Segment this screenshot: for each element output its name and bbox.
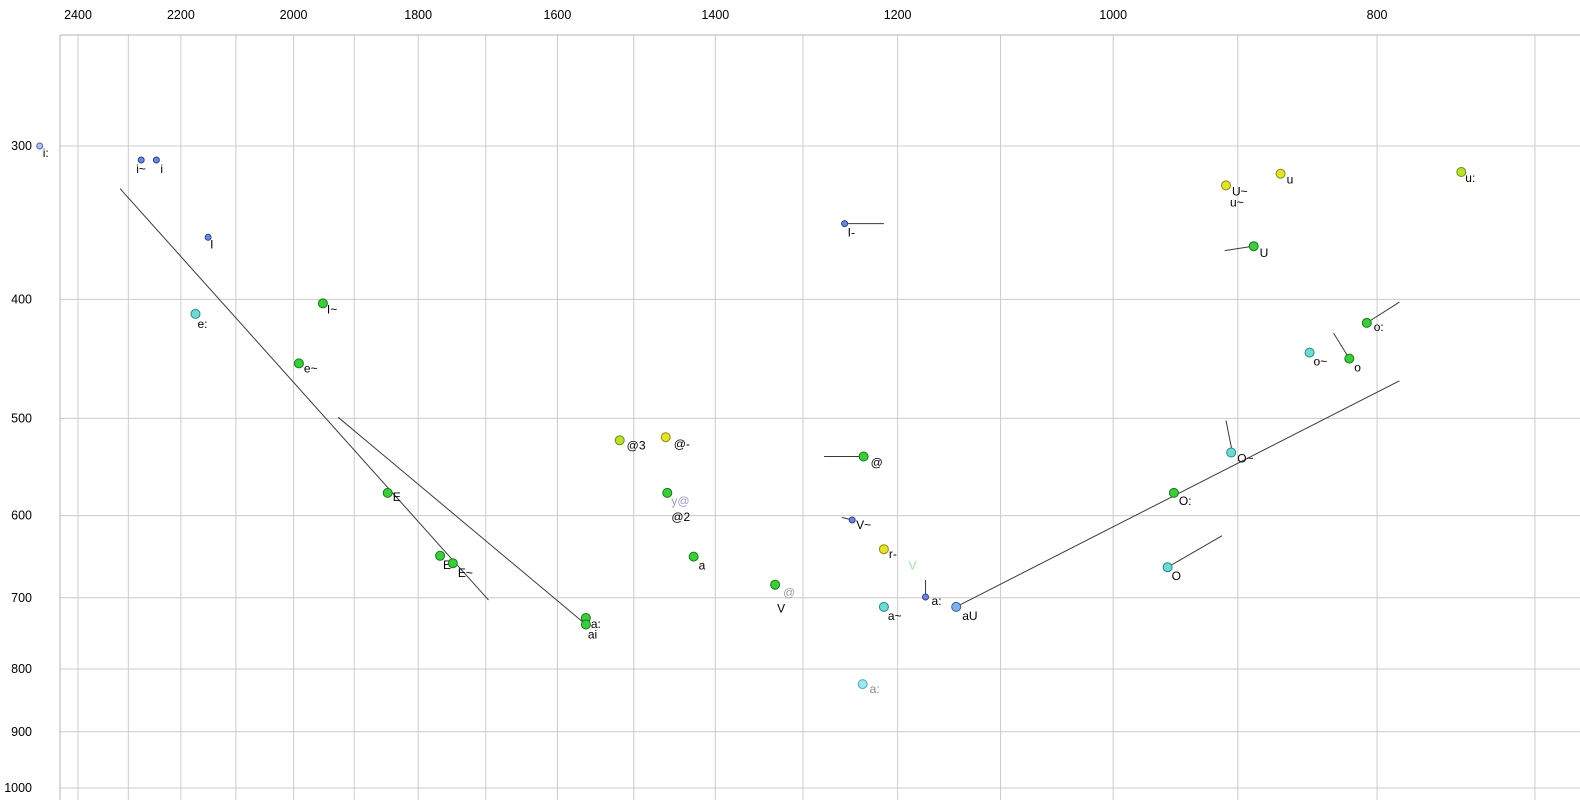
data-point[interactable]: [190, 308, 201, 319]
point-label: I: [210, 237, 213, 251]
point-label: I~: [327, 302, 337, 316]
data-point[interactable]: [848, 516, 856, 524]
point-label: e~: [304, 361, 318, 375]
point-label: u:: [1465, 171, 1475, 185]
data-point[interactable]: [137, 156, 145, 164]
point-label: o:: [1374, 320, 1384, 334]
point-label: O~: [1237, 451, 1253, 465]
point-label: @3: [627, 438, 646, 452]
data-point[interactable]: [447, 558, 458, 569]
data-point[interactable]: [152, 156, 160, 164]
ghost-label: V: [909, 559, 917, 573]
point-label: i: [160, 162, 163, 176]
data-point[interactable]: [1344, 353, 1355, 364]
trajectory-line: [1366, 301, 1400, 324]
point-label: a:: [932, 594, 942, 608]
data-point[interactable]: [1221, 180, 1231, 191]
point-label: O:: [1179, 494, 1192, 508]
data-point[interactable]: [1304, 347, 1315, 358]
axis-tick-label-x: 2000: [280, 8, 308, 22]
axis-tick-label-x: 2200: [167, 8, 195, 22]
data-point[interactable]: [770, 579, 781, 590]
point-label: @: [871, 455, 883, 469]
data-point[interactable]: [1361, 317, 1372, 328]
point-label: E~: [458, 566, 473, 580]
point-label: r-: [889, 547, 897, 561]
data-point[interactable]: [317, 298, 328, 309]
data-point[interactable]: [435, 550, 446, 561]
data-point[interactable]: [922, 593, 929, 601]
data-point[interactable]: [688, 551, 699, 562]
data-point[interactable]: [293, 358, 304, 369]
point-label: o~: [1314, 355, 1328, 369]
point-label: V~: [856, 518, 871, 532]
axis-tick-label-y: 900: [11, 725, 32, 739]
axis-tick-label-y: 800: [11, 662, 32, 676]
data-point[interactable]: [1226, 447, 1237, 458]
data-point[interactable]: [1456, 167, 1467, 177]
data-point[interactable]: [1162, 562, 1173, 573]
data-point[interactable]: [662, 487, 673, 498]
data-point[interactable]: [1275, 168, 1286, 179]
point-label: u~: [1230, 195, 1244, 209]
data-point[interactable]: [857, 679, 868, 690]
data-point[interactable]: [1248, 241, 1259, 252]
point-label: I-: [848, 226, 855, 240]
point-label: i~: [136, 162, 146, 176]
axis-tick-label-x: 1000: [1099, 8, 1127, 22]
axis-tick-label-y: 500: [11, 411, 32, 425]
point-label: O: [1172, 569, 1181, 583]
point-label: E: [393, 490, 401, 504]
data-point[interactable]: [878, 544, 889, 555]
point-label: u: [1287, 173, 1294, 187]
point-label: U~: [1232, 184, 1248, 198]
point-label: o: [1354, 361, 1361, 375]
axis-tick-label-y: 600: [11, 509, 32, 523]
point-label: e:: [197, 317, 207, 331]
trajectory-line: [337, 416, 587, 625]
ghost-label: y@: [671, 494, 689, 508]
point-label: a~: [888, 609, 902, 623]
data-point[interactable]: [951, 601, 962, 612]
axis-tick-label-x: 1800: [404, 8, 432, 22]
axis-tick-label-x: 1600: [544, 8, 572, 22]
data-point[interactable]: [878, 601, 889, 612]
point-label: V: [777, 602, 785, 616]
axis-tick-label-y: 700: [11, 591, 32, 605]
data-point[interactable]: [36, 142, 44, 150]
point-label: i:: [43, 146, 49, 160]
trajectory-line: [119, 188, 489, 601]
data-point[interactable]: [858, 451, 869, 462]
data-point[interactable]: [1168, 487, 1179, 498]
data-point[interactable]: [382, 487, 393, 498]
point-label: @-: [674, 437, 690, 451]
trajectory-line: [1167, 535, 1223, 568]
ghost-label: @: [783, 586, 795, 600]
point-label: a:: [870, 682, 880, 696]
axis-tick-label-y: 300: [11, 139, 32, 153]
data-point[interactable]: [614, 435, 625, 446]
axis-tick-label-x: 1400: [701, 8, 729, 22]
point-label: a: [699, 559, 706, 573]
axis-tick-label-x: 2400: [64, 8, 92, 22]
axis-tick-label-y: 400: [11, 292, 32, 306]
point-label: aU: [962, 609, 977, 623]
point-label: U: [1260, 246, 1269, 260]
axis-tick-label-x: 800: [1367, 8, 1388, 22]
axis-tick-label-y: 1000: [4, 781, 32, 795]
data-point[interactable]: [204, 233, 212, 241]
axis-tick-label-x: 1200: [884, 8, 912, 22]
point-label: a:: [591, 617, 601, 631]
data-point[interactable]: [841, 220, 849, 228]
data-point[interactable]: [660, 432, 671, 443]
data-point[interactable]: [580, 619, 591, 630]
point-label: ai: [588, 628, 597, 642]
point-label: @2: [671, 510, 690, 524]
